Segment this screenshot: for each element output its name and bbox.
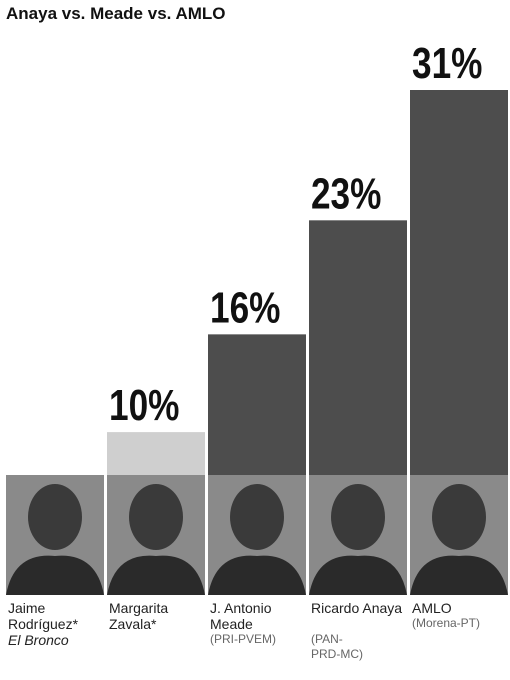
category-label: Ricardo Anaya xyxy=(311,600,403,616)
category-subtitle: (PAN-PRD-MC) xyxy=(311,632,363,661)
value-label: 10% xyxy=(109,381,179,430)
category-subtitle: (PRI-PVEM) xyxy=(210,632,276,646)
category-label: AMLO xyxy=(412,600,452,616)
photo-shoulders xyxy=(6,555,104,595)
photo-shoulders xyxy=(208,555,306,595)
photo-shoulders xyxy=(410,555,508,595)
photo-head xyxy=(230,484,284,550)
category-label: Jaime Rodríguez* xyxy=(8,600,79,632)
photo-shoulders xyxy=(309,555,407,595)
category-label: Margarita Zavala* xyxy=(109,600,169,632)
photo-head xyxy=(28,484,82,550)
value-label: 16% xyxy=(210,284,280,333)
chart-title: Anaya vs. Meade vs. AMLO xyxy=(6,4,226,23)
category-label: J. Antonio Meade xyxy=(210,600,272,632)
photo-head xyxy=(331,484,385,550)
category-subtitle: El Bronco xyxy=(8,632,69,648)
photo-head xyxy=(129,484,183,550)
category-subtitle: (Morena-PT) xyxy=(412,616,481,630)
photo-shoulders xyxy=(107,555,205,595)
photo-head xyxy=(432,484,486,550)
value-label: 23% xyxy=(311,170,381,219)
value-label: 31% xyxy=(412,39,482,88)
